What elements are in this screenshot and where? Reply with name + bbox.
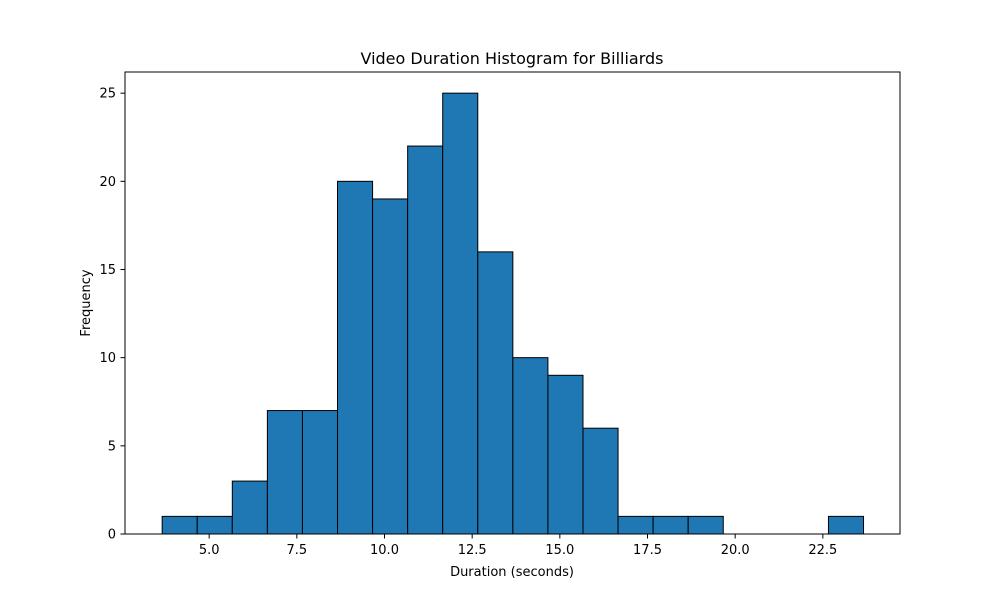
histogram-bar <box>582 427 619 535</box>
x-tick-label: 12.5 <box>458 543 487 558</box>
histogram-bar <box>407 145 444 535</box>
x-tick-label: 5.0 <box>199 543 220 558</box>
x-axis-title: Duration (seconds) <box>450 565 574 580</box>
bars-group <box>161 92 865 535</box>
histogram-bar <box>617 515 654 535</box>
y-axis-title: Frequency <box>79 269 94 336</box>
histogram-bar <box>161 515 198 535</box>
histogram-bar <box>827 515 865 535</box>
y-tick-label: 25 <box>99 87 116 102</box>
histogram-bar <box>547 374 584 535</box>
y-tick-label: 10 <box>99 351 116 366</box>
x-tick-label: 15.0 <box>545 543 574 558</box>
x-axis-ticks: 5.0 7.5 10.0 12.5 15.0 17.5 20.0 22.5 <box>199 534 837 558</box>
y-tick-label: 0 <box>108 528 116 543</box>
x-tick-label: 7.5 <box>286 543 307 558</box>
y-tick-label: 5 <box>108 439 116 454</box>
histogram-bar <box>477 251 514 535</box>
plot-frame <box>124 71 901 535</box>
x-tick-label: 10.0 <box>370 543 399 558</box>
x-tick-label: 17.5 <box>633 543 662 558</box>
histogram-bar <box>337 180 374 535</box>
x-tick-label: 20.0 <box>721 543 750 558</box>
histogram-bar <box>266 410 303 535</box>
histogram-bar <box>512 357 549 535</box>
histogram-bar <box>301 410 339 535</box>
histogram-bar <box>231 480 268 535</box>
histogram-bar <box>687 515 724 535</box>
x-tick-label: 22.5 <box>808 543 837 558</box>
histogram-bar <box>372 198 409 535</box>
chart-title: Video Duration Histogram for Billiards <box>360 49 663 68</box>
histogram-bar <box>196 515 233 535</box>
histogram-bar <box>652 515 689 535</box>
y-axis-ticks: 0 5 10 15 20 25 <box>99 87 125 543</box>
y-tick-label: 15 <box>99 263 116 278</box>
y-tick-label: 20 <box>99 175 116 190</box>
histogram-bar <box>442 92 479 535</box>
